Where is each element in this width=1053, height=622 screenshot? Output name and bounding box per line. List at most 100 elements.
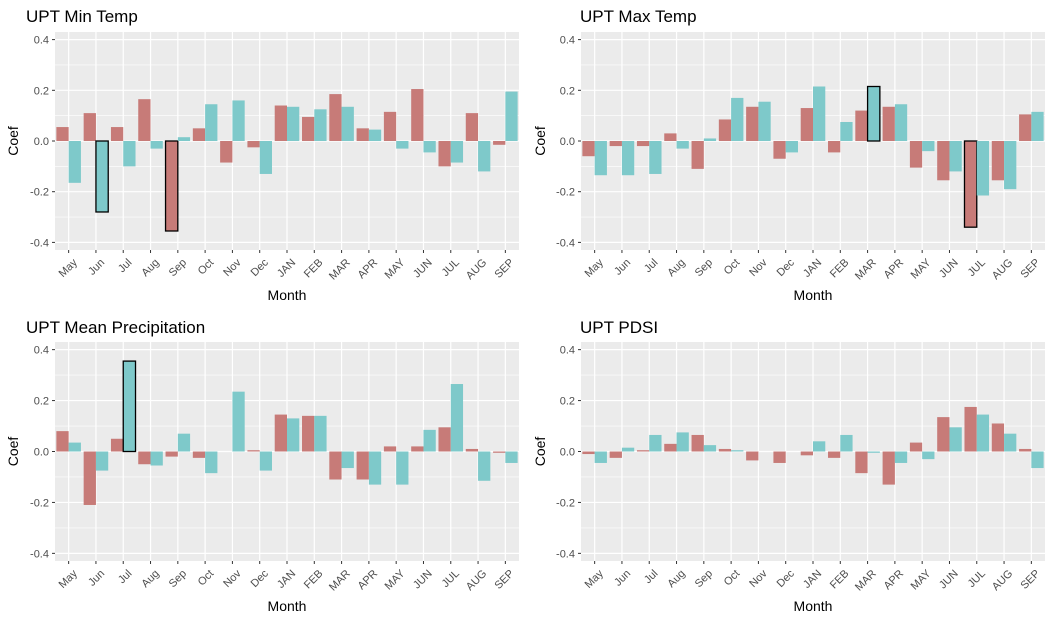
- bar-series-1-sep: [691, 141, 704, 169]
- y-tick-label: 0.2: [34, 396, 49, 408]
- x-tick-label: Sep: [693, 568, 715, 590]
- bar-series-1-sep: [493, 451, 506, 453]
- bar-series-2-may: [68, 141, 81, 183]
- x-tick-label: May: [57, 256, 81, 280]
- bar-series-1-jul-highlighted: [963, 140, 978, 228]
- bar-series-2-may: [68, 442, 81, 452]
- bar-series-1-nov: [746, 451, 759, 461]
- bar-series-1-jul: [438, 427, 451, 452]
- bar-series-2-jun: [621, 141, 635, 176]
- x-tick-label: Jun: [86, 568, 107, 589]
- x-tick-label: Dec: [249, 256, 272, 279]
- x-tick-label: APR: [356, 568, 381, 593]
- bar-series-2-aug: [676, 432, 689, 452]
- y-axis-label: Coef: [532, 126, 548, 156]
- bar-series-1-feb: [828, 141, 841, 153]
- bar-series-2-apr: [368, 451, 382, 485]
- bar-series-1-mar: [855, 110, 868, 141]
- x-tick-label: May: [583, 256, 607, 280]
- bar-series-2-may: [594, 451, 607, 463]
- x-axis-label: Month: [268, 287, 307, 303]
- x-tick-label: MAR: [327, 568, 353, 594]
- y-tick-label: 0.4: [34, 35, 49, 47]
- bar-series-1-apr: [356, 128, 369, 141]
- x-tick-label: MAR: [853, 257, 879, 283]
- x-tick-label: JAN: [801, 257, 824, 280]
- bar-series-2-oct: [731, 450, 744, 452]
- x-tick-label: Aug: [139, 568, 161, 590]
- x-tick-label: Dec: [775, 567, 798, 590]
- bar-series-2-jul: [976, 414, 990, 452]
- x-tick-label: Oct: [722, 257, 743, 278]
- bar-series-1-jan: [800, 108, 813, 141]
- x-tick-label: Jun: [612, 568, 633, 589]
- x-axis-label: Month: [794, 598, 833, 614]
- y-tick-label: -0.4: [556, 237, 575, 249]
- bar-series-2-jun: [949, 427, 962, 452]
- bar-series-2-may: [594, 141, 607, 176]
- x-tick-label: AUG: [464, 257, 489, 282]
- bar-series-1-sep: [493, 141, 506, 145]
- x-tick-label: FEB: [828, 568, 852, 592]
- x-tick-label: Nov: [747, 567, 770, 590]
- bar-series-2-sep: [177, 137, 191, 141]
- bar-series-2-jul: [649, 434, 662, 452]
- x-tick-label: JUN: [937, 568, 961, 592]
- y-tick-label: -0.2: [30, 497, 49, 509]
- bar-series-1-jul: [636, 450, 650, 452]
- x-tick-label: SEP: [1019, 257, 1043, 281]
- x-tick-label: JUL: [440, 257, 462, 279]
- x-tick-label: Oct: [196, 568, 217, 589]
- bar-series-1-jul: [438, 141, 451, 167]
- y-tick-label: 0.4: [560, 345, 575, 357]
- y-tick-label: -0.4: [30, 237, 49, 249]
- bar-series-2-dec: [259, 141, 272, 174]
- x-tick-label: Nov: [747, 256, 770, 279]
- bar-series-1-jun: [411, 446, 424, 452]
- x-tick-label: Oct: [722, 568, 743, 589]
- x-tick-label: AUG: [464, 568, 489, 593]
- y-tick-label: 0.0: [34, 447, 49, 459]
- x-tick-label: SEP: [493, 568, 517, 592]
- x-tick-label: SEP: [493, 257, 517, 281]
- x-tick-label: FEB: [828, 257, 852, 281]
- bar-series-1-feb: [302, 116, 315, 141]
- bar-series-2-sep: [505, 91, 518, 141]
- bar-series-1-jan: [274, 105, 287, 141]
- bar-series-1-oct: [192, 451, 206, 458]
- bar-series-2-jun-highlighted: [95, 140, 109, 213]
- bar-series-2-nov: [232, 391, 245, 452]
- y-tick-label: 0.0: [560, 136, 575, 148]
- bar-series-1-jun: [937, 417, 950, 452]
- bar-series-2-jan: [813, 441, 826, 452]
- y-tick-label: 0.2: [34, 85, 49, 97]
- bar-series-1-may: [909, 141, 923, 168]
- bar-series-2-aug: [676, 141, 689, 149]
- bar-series-1-jul: [110, 127, 124, 141]
- chart-title: UPT Max Temp: [580, 7, 697, 26]
- x-axis-label: Month: [794, 287, 833, 303]
- bar-series-2-may: [922, 451, 935, 460]
- bar-series-1-may: [56, 431, 69, 452]
- bar-series-1-oct: [718, 448, 732, 452]
- x-tick-label: Jul: [116, 257, 134, 275]
- bar-series-1-dec: [773, 141, 786, 159]
- x-tick-label: Jun: [86, 257, 107, 278]
- bar-series-1-may: [582, 451, 595, 455]
- bar-series-2-may: [922, 141, 935, 152]
- chart-panel-3: 0.4 0.2 0.0 -0.2 -0.4 May Jun Jul Aug Sep Oct Nov De…: [5, 318, 519, 614]
- x-tick-label: MAY: [909, 567, 934, 592]
- bar-series-1-may: [383, 446, 397, 452]
- bar-series-2-oct: [731, 97, 744, 141]
- bar-series-2-feb: [840, 434, 853, 452]
- bar-series-1-may: [909, 442, 923, 452]
- bar-series-1-oct: [192, 128, 206, 141]
- bar-series-1-sep-highlighted: [164, 140, 179, 232]
- x-tick-label: Nov: [221, 567, 244, 590]
- bar-series-1-sep: [165, 451, 178, 457]
- y-tick-label: 0.4: [560, 35, 575, 47]
- x-tick-label: FEB: [302, 257, 326, 281]
- y-tick-label: 0.2: [560, 396, 575, 408]
- bar-series-1-aug: [138, 451, 151, 465]
- bar-series-2-dec: [785, 141, 798, 153]
